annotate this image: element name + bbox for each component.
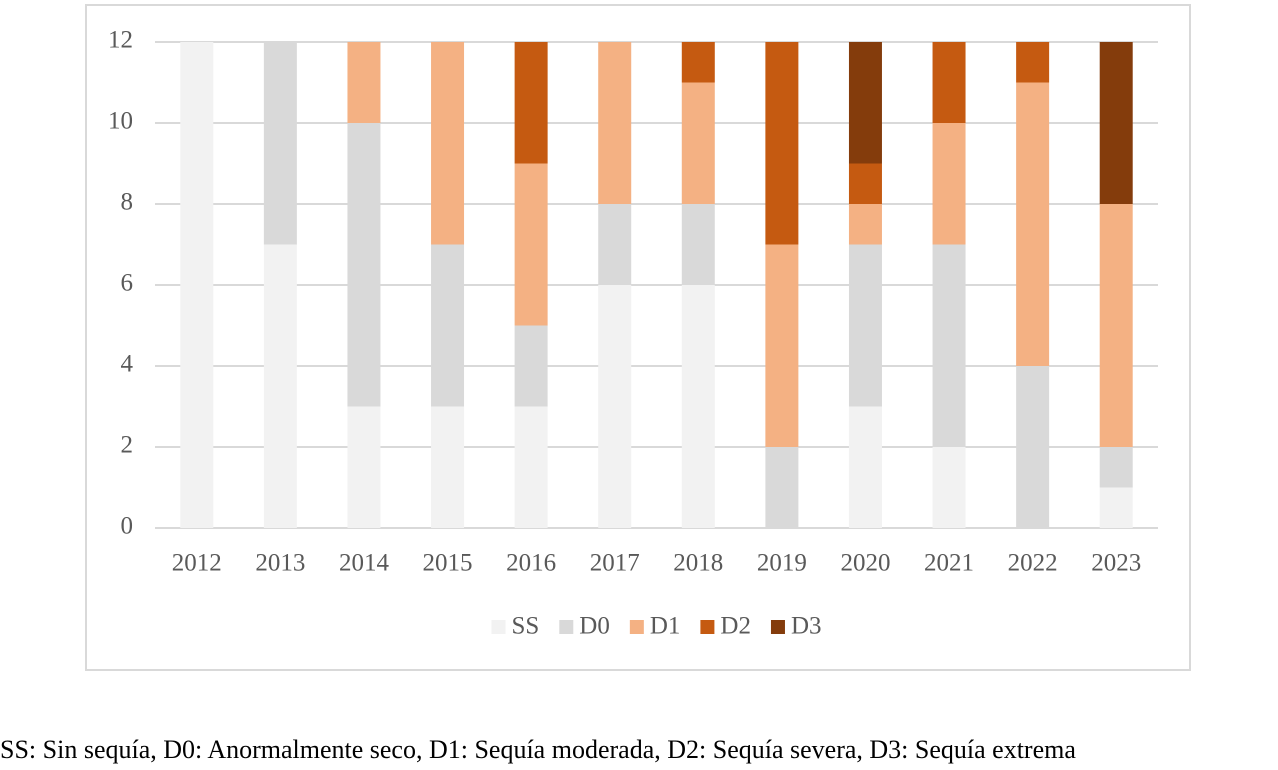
- bar-segment: [598, 42, 632, 204]
- y-tick-label: 6: [121, 270, 134, 297]
- x-tick-label: 2015: [423, 550, 473, 577]
- legend-label: D0: [579, 613, 610, 640]
- bar-segment: [932, 244, 966, 447]
- bar-segment: [263, 244, 297, 528]
- x-tick-label: 2017: [590, 550, 640, 577]
- bar-segment: [1099, 42, 1133, 204]
- bar-segment: [598, 204, 632, 285]
- bar-segment: [1099, 447, 1133, 488]
- bar-segment: [1016, 366, 1050, 528]
- bar-segment: [765, 447, 799, 528]
- bar-segment: [347, 42, 381, 123]
- bar-segment: [848, 163, 882, 204]
- bar-segment: [431, 406, 465, 528]
- legend-swatch: [770, 620, 785, 634]
- bar-segment: [765, 244, 799, 447]
- x-tick-label: 2023: [1091, 550, 1141, 577]
- bar-segment: [681, 204, 715, 285]
- x-tick-label: 2016: [506, 550, 556, 577]
- x-tick-label: 2013: [255, 550, 305, 577]
- bar-segment: [514, 406, 548, 528]
- legend-swatch: [559, 620, 574, 634]
- bar-segment: [848, 244, 882, 407]
- bar-segment: [180, 42, 214, 528]
- y-tick-label: 12: [108, 27, 133, 54]
- bar-segment: [263, 42, 297, 245]
- bar-segment: [431, 244, 465, 407]
- bar-segment: [347, 123, 381, 407]
- legend-label: SS: [511, 613, 539, 640]
- bar-segment: [514, 42, 548, 164]
- bar-segment: [681, 82, 715, 204]
- legend-label: D1: [650, 613, 681, 640]
- x-tick-label: 2021: [924, 550, 974, 577]
- legend-swatch: [491, 620, 506, 634]
- bar-segment: [681, 42, 715, 83]
- x-tick-label: 2018: [673, 550, 723, 577]
- y-tick-label: 8: [121, 189, 134, 216]
- bar-segment: [932, 123, 966, 245]
- x-tick-label: 2020: [840, 550, 890, 577]
- bar-segment: [1099, 487, 1133, 528]
- bar-segment: [1016, 82, 1050, 366]
- x-tick-label: 2014: [339, 550, 390, 577]
- bar-segment: [932, 447, 966, 528]
- y-tick-label: 0: [121, 513, 134, 540]
- bar-segment: [932, 42, 966, 123]
- legend-label: D2: [720, 613, 751, 640]
- bar-segment: [1099, 204, 1133, 447]
- bar-segment: [1016, 42, 1050, 83]
- y-tick-label: 2: [121, 432, 134, 459]
- x-tick-label: 2012: [172, 550, 222, 577]
- bar-segment: [681, 285, 715, 528]
- bar-segment: [765, 42, 799, 245]
- y-tick-label: 10: [108, 108, 133, 135]
- bar-segment: [514, 325, 548, 407]
- bar-segment: [514, 163, 548, 326]
- caption: SS: Sin sequía, D0: Anormalmente seco, D…: [0, 735, 1076, 764]
- x-tick-label: 2022: [1008, 550, 1058, 577]
- bar-segment: [431, 42, 465, 245]
- x-tick-label: 2019: [757, 550, 807, 577]
- legend-swatch: [629, 620, 644, 634]
- bar-segment: [347, 406, 381, 528]
- bar-segment: [848, 42, 882, 164]
- legend-label: D3: [791, 613, 822, 640]
- bar-segment: [848, 204, 882, 245]
- bar-segment: [598, 285, 632, 528]
- y-tick-label: 4: [121, 351, 134, 378]
- bar-segment: [848, 406, 882, 528]
- legend-swatch: [700, 620, 715, 634]
